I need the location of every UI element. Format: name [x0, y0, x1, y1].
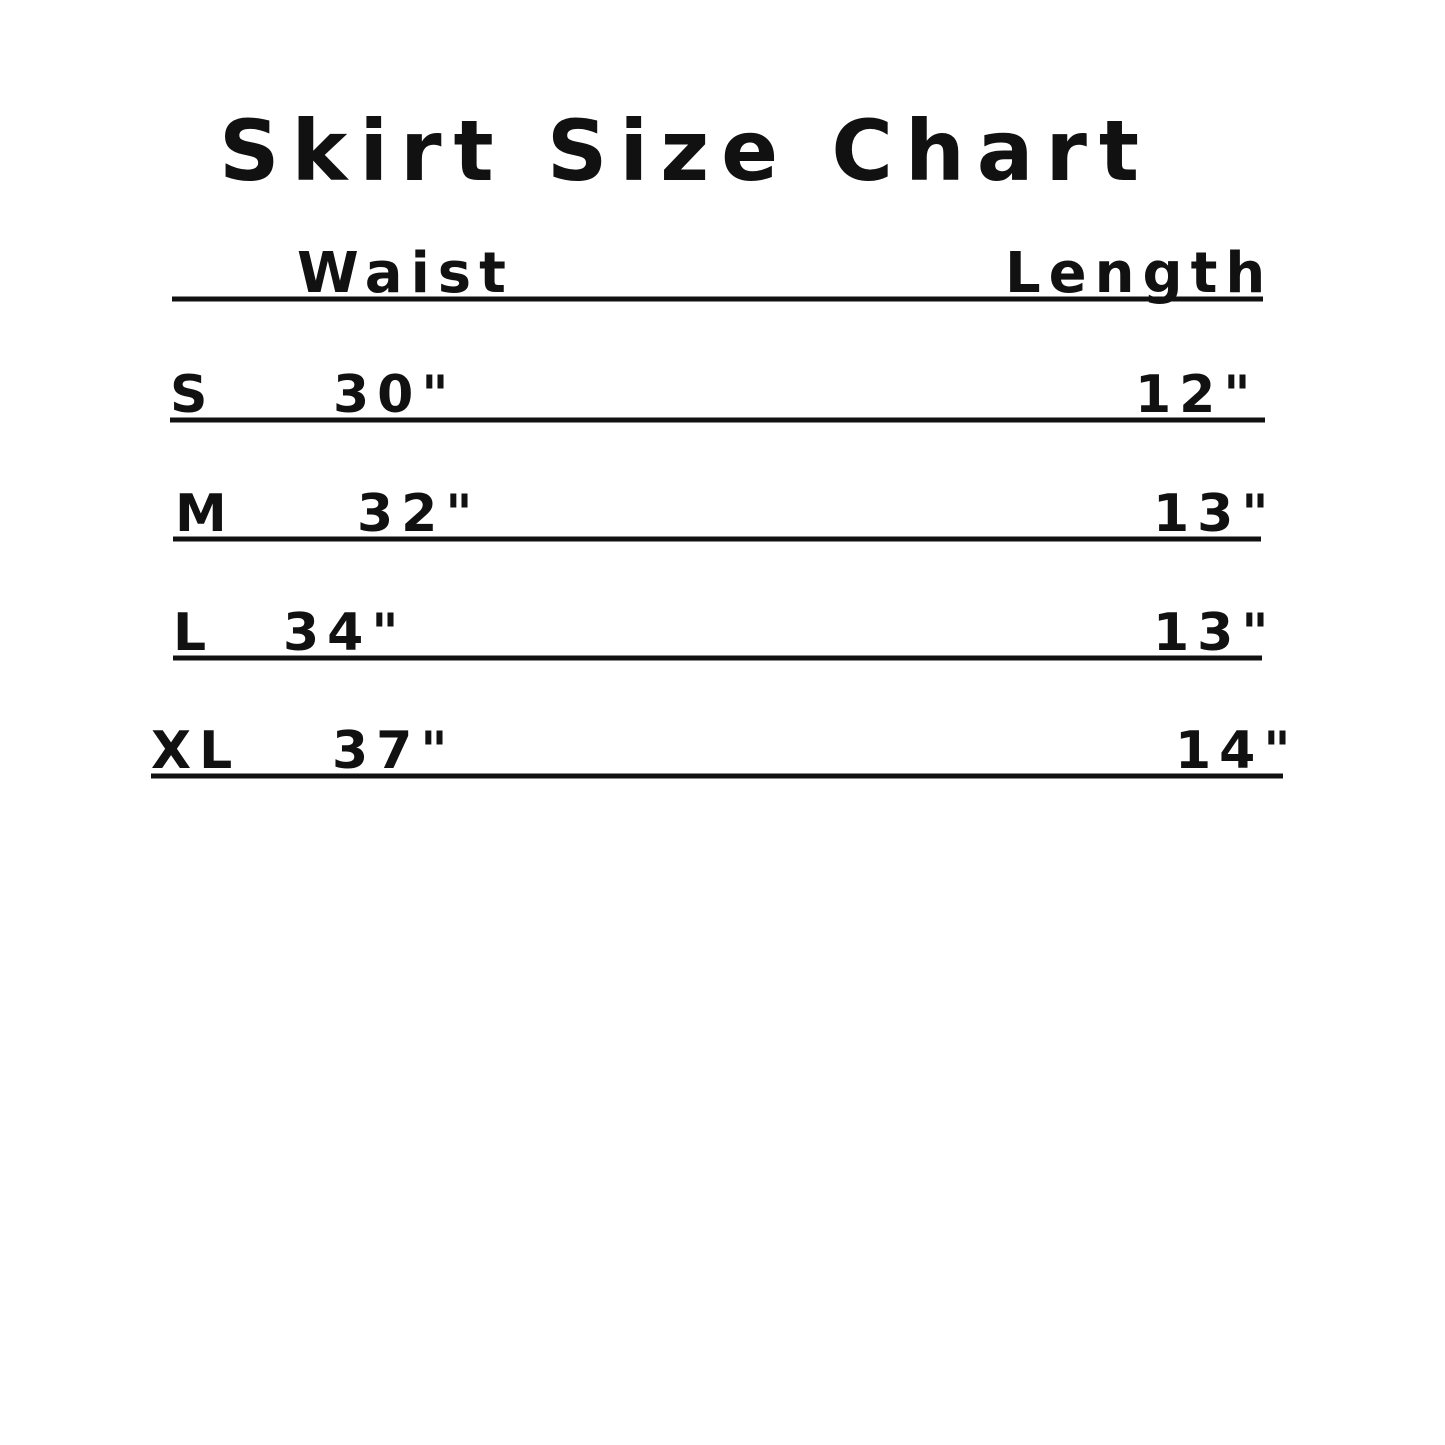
measurement: 13"	[1153, 603, 1276, 663]
measurement: 14"	[1175, 721, 1298, 781]
measurement: 37"	[332, 721, 455, 781]
size-label: L	[173, 603, 214, 663]
column-header: Waist	[297, 241, 514, 306]
column-header: Length	[1005, 241, 1273, 306]
measurement: 30"	[333, 365, 456, 425]
size-label: XL	[151, 721, 240, 781]
size-label: S	[170, 365, 215, 425]
measurement: 32"	[357, 484, 480, 544]
measurement: 12"	[1135, 365, 1258, 425]
measurement: 13"	[1153, 484, 1276, 544]
title: Skirt Size Chart	[219, 102, 1151, 200]
size-label: M	[175, 484, 235, 544]
measurement: 34"	[283, 603, 406, 663]
